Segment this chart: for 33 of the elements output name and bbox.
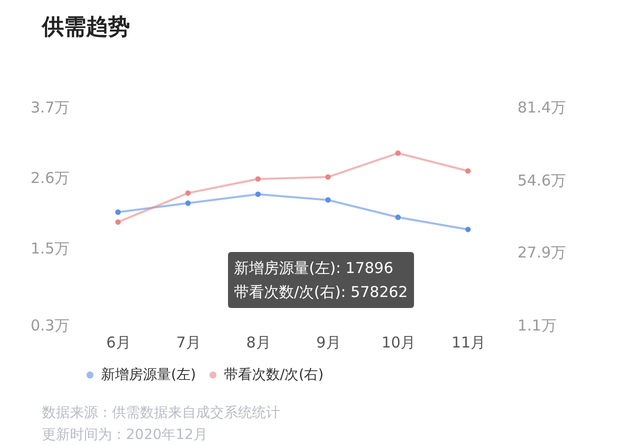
annotation: 新增房源量(左): 17896 [234, 258, 394, 279]
x-tick-label: 11月 [451, 334, 486, 352]
y-tick-label: 1.5万 [30, 240, 70, 258]
point [185, 190, 191, 196]
point [185, 200, 191, 206]
x-tick-label: 9月 [316, 334, 341, 352]
y2-tick-label: 54.6万 [518, 171, 566, 190]
point [325, 197, 331, 203]
x-tick-label: 10月 [381, 334, 416, 352]
y2-tick-label: 81.4万 [518, 98, 566, 116]
y-tick-label: 0.3万 [30, 316, 70, 334]
point [325, 174, 331, 180]
legend-label: 带看次数/次(右) [224, 367, 324, 383]
point [115, 209, 121, 215]
x-tick-label: 6月 [106, 334, 131, 352]
point [395, 150, 401, 156]
point [255, 176, 261, 182]
point [465, 226, 471, 232]
legend-label: 新增房源量(左) [101, 367, 196, 383]
y-tick-label: 2.6万 [30, 169, 70, 188]
point [395, 214, 401, 220]
chart-title: 供需趋势 [40, 14, 131, 42]
y2-tick-label: 27.9万 [518, 244, 566, 262]
text: 更新时间为：2020年12月 [42, 426, 208, 445]
x-tick-label: 8月 [246, 334, 271, 352]
y-tick-label: 3.7万 [30, 98, 70, 116]
point [465, 168, 471, 174]
source-note: 数据来源：供需数据来自成交系统统计 [42, 404, 281, 423]
y2-tick-label: 1.1万 [518, 316, 556, 334]
point [115, 219, 121, 225]
point [255, 191, 261, 197]
annotation: 带看次数/次(右): 578262 [234, 282, 408, 303]
x-tick-label: 7月 [176, 334, 201, 352]
